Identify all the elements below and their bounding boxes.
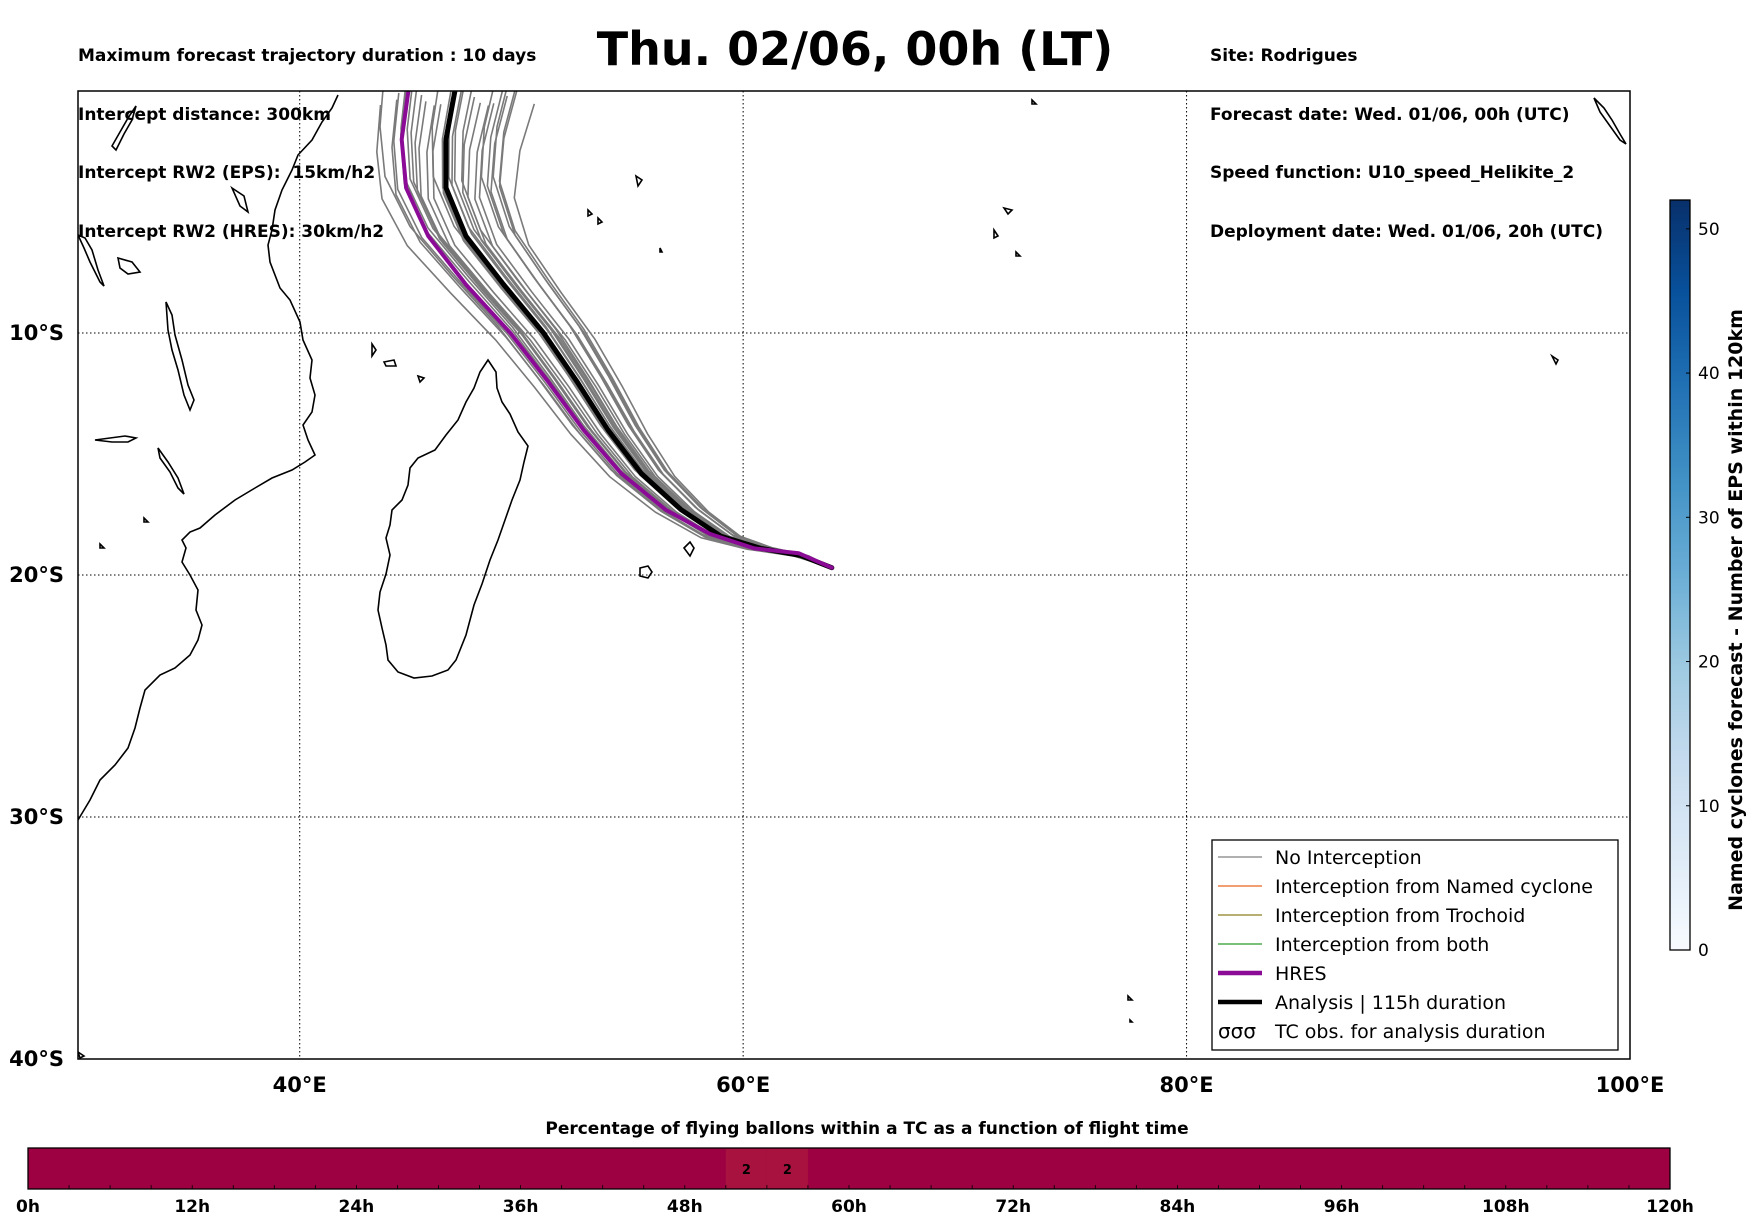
- timebar-tick-label: 48h: [667, 1197, 703, 1217]
- ensemble-track: [375, 104, 833, 569]
- lon-label: 40°E: [273, 1073, 327, 1097]
- colorbar-label: Named cyclones forecast - Number of EPS …: [1725, 309, 1747, 911]
- colorbar-tick-label: 10: [1698, 797, 1720, 817]
- header-right-line: Deployment date: Wed. 01/06, 20h (UTC): [1210, 221, 1604, 242]
- timebar-tick-label: 12h: [174, 1197, 210, 1217]
- colorbar: 0 10 20 30 40 50 Named cyclones forecast - Nu…: [1669, 199, 1747, 961]
- legend-box: [1211, 839, 1619, 1051]
- legend-label: No Interception: [1275, 847, 1422, 869]
- legend-label: Interception from Trochoid: [1275, 905, 1525, 927]
- lat-label: 10°S: [9, 321, 64, 345]
- ensemble-track: [498, 91, 833, 569]
- timebar-tick-label: 0h: [16, 1197, 40, 1217]
- timebar-tick-label: 96h: [1324, 1197, 1360, 1217]
- timebar-tick-label: 60h: [831, 1197, 867, 1217]
- header-left-line: Maximum forecast trajectory duration : 1…: [78, 46, 537, 66]
- timebar-tick-label: 36h: [503, 1197, 539, 1217]
- africa-coastline: [78, 94, 339, 821]
- timebar-cell: [725, 1149, 767, 1188]
- header-left-line: Intercept distance: 300km: [78, 104, 331, 125]
- timebar-tick-label: 72h: [995, 1197, 1031, 1217]
- legend-label: Interception from both: [1275, 934, 1489, 956]
- madagascar-coastline: [377, 358, 529, 679]
- header-right-line: Speed function: U10_speed_Helikite_2: [1210, 163, 1575, 183]
- colorbar-tick-label: 20: [1698, 653, 1720, 673]
- timebar-cell: [766, 1149, 808, 1188]
- lon-label: 80°E: [1160, 1073, 1214, 1097]
- lat-label: 40°S: [9, 1047, 64, 1071]
- timebar-tick-label: 84h: [1160, 1197, 1196, 1217]
- timebar-tick-label: 120h: [1646, 1197, 1694, 1217]
- timebar-bar: [27, 1147, 1671, 1190]
- timebar-cell-label: 2: [742, 1163, 751, 1178]
- lat-label: 20°S: [9, 563, 64, 587]
- lon-labels: 40°E 60°E 80°E 100°E: [273, 1073, 1665, 1097]
- lon-label: 60°E: [716, 1073, 770, 1097]
- header-left-line: Intercept RW2 (HRES): 30km/h2: [78, 221, 385, 242]
- legend-label: HRES: [1275, 963, 1327, 985]
- reunion-coastline: [639, 565, 653, 579]
- colorbar-bar: [1669, 199, 1691, 951]
- legend: No Interception Interception from Named c…: [1211, 839, 1619, 1051]
- hres-track: [399, 91, 834, 570]
- ensemble-tracks: [375, 91, 833, 569]
- header-left-line: Intercept RW2 (EPS): 15km/h2: [78, 163, 376, 183]
- header-right-line: Site: Rodrigues: [1210, 46, 1358, 66]
- lat-labels: 10°S 20°S 30°S 40°S: [9, 321, 64, 1071]
- timebar: Percentage of flying ballons within a TC…: [16, 1119, 1694, 1217]
- lon-label: 100°E: [1596, 1073, 1665, 1097]
- timebar-cell-label: 2: [783, 1163, 792, 1178]
- ensemble-track: [414, 94, 833, 569]
- map-frame: [77, 90, 1631, 1060]
- colorbar-tick-label: 50: [1698, 220, 1720, 240]
- colorbar-tick-label: 40: [1698, 364, 1720, 384]
- mauritius-coastline: [682, 540, 695, 558]
- coastlines: [78, 94, 1627, 1059]
- colorbar-tick-label: 30: [1698, 508, 1720, 528]
- page-title: Thu. 02/06, 00h (LT): [596, 22, 1114, 76]
- map-grid: [78, 91, 1630, 1059]
- header-left: Maximum forecast trajectory duration : 1…: [78, 8, 536, 262]
- ensemble-track: [392, 92, 833, 569]
- legend-symbol: σσσ: [1218, 1019, 1256, 1043]
- ensemble-track: [400, 91, 833, 569]
- ensemble-track: [406, 91, 833, 569]
- legend-label: TC obs. for analysis duration: [1274, 1021, 1546, 1043]
- timebar-tick-label: 108h: [1482, 1197, 1530, 1217]
- legend-label: Interception from Named cyclone: [1275, 876, 1593, 898]
- legend-label: Analysis | 115h duration: [1275, 992, 1506, 1014]
- ensemble-track: [399, 91, 833, 569]
- header-right: Site: Rodrigues Forecast date: Wed. 01/0…: [1210, 8, 1603, 262]
- colorbar-tick-label: 0: [1698, 941, 1709, 961]
- header-right-line: Forecast date: Wed. 01/06, 00h (UTC): [1210, 104, 1570, 125]
- timebar-tick-label: 24h: [339, 1197, 375, 1217]
- lat-label: 30°S: [9, 805, 64, 829]
- ensemble-track: [410, 91, 833, 569]
- ensemble-track: [391, 99, 833, 569]
- timebar-title: Percentage of flying ballons within a TC…: [545, 1119, 1188, 1139]
